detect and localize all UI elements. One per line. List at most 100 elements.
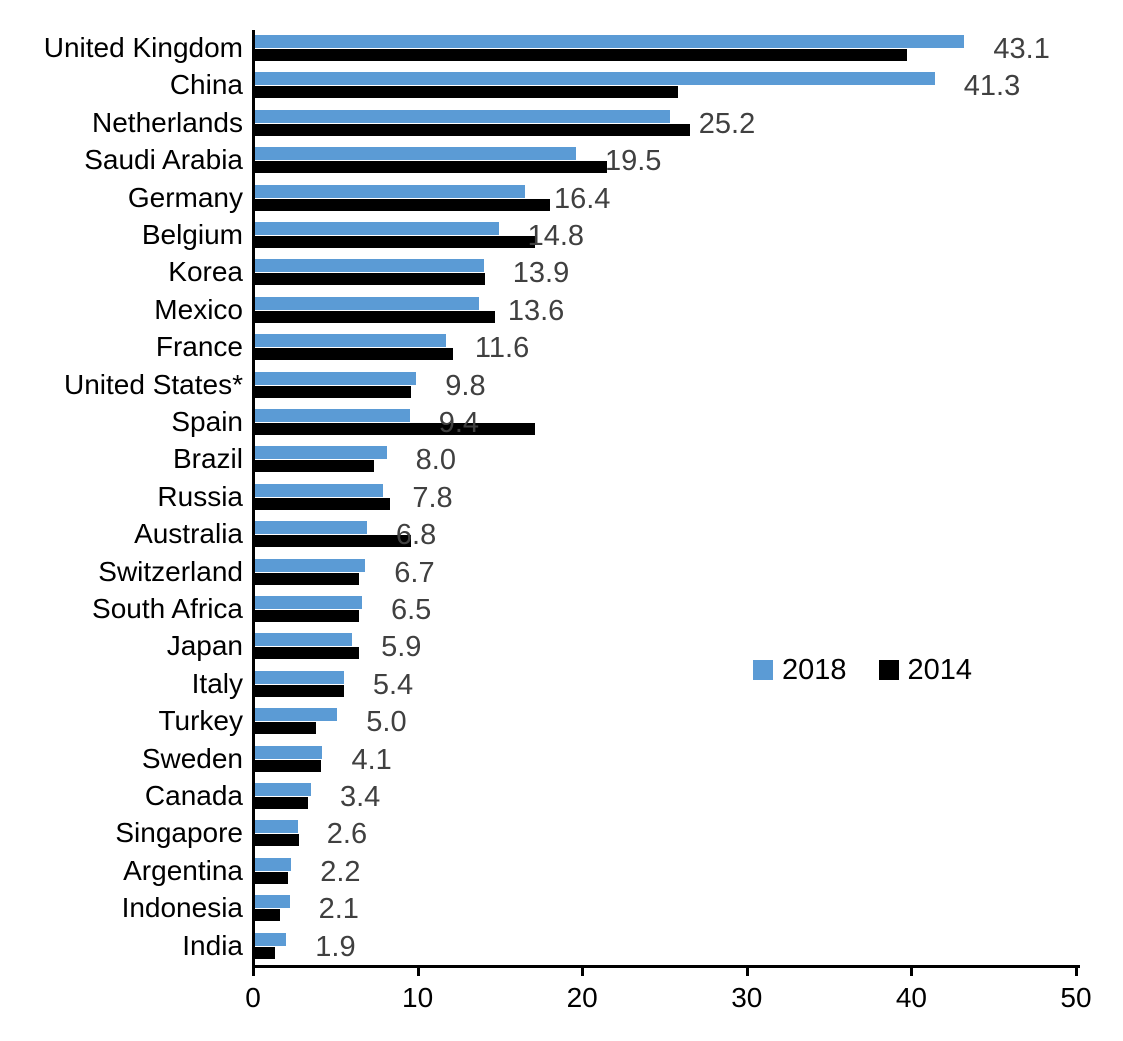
bar-2014 [255, 684, 344, 697]
data-label: 8.0 [415, 444, 456, 477]
data-label: 16.4 [553, 182, 611, 215]
bar-2014 [255, 535, 412, 548]
category-label: Germany [127, 181, 243, 213]
x-axis-tick-label: 10 [402, 982, 434, 1013]
category-label: Argentina [123, 854, 243, 886]
bar-2014 [255, 834, 300, 847]
legend-label-2014: 2014 [907, 654, 973, 686]
bar-2018 [255, 446, 387, 460]
x-axis-tick [252, 968, 255, 976]
category-label: Canada [144, 780, 243, 811]
bar-2018 [255, 783, 311, 796]
data-label: 25.2 [698, 107, 756, 140]
bar-2014 [255, 909, 280, 922]
category-label: Japan [166, 630, 243, 662]
bar-2014 [255, 86, 679, 99]
category-label: South Africa [92, 593, 243, 624]
legend: 2018 2014 [753, 653, 972, 687]
category-label: France [155, 331, 243, 363]
bar-2018 [255, 147, 576, 161]
x-axis-tick-label: 20 [566, 982, 598, 1013]
bar-2018 [255, 483, 384, 497]
data-label: 5.0 [366, 706, 407, 739]
bar-2014 [255, 572, 359, 585]
data-label: 2.2 [320, 855, 361, 888]
bar-2014 [255, 273, 486, 286]
data-label: 9.4 [438, 407, 480, 439]
data-label: 7.8 [412, 481, 453, 514]
bar-2018 [255, 222, 499, 235]
data-label: 2.1 [318, 893, 359, 926]
category-label: Spain [171, 406, 243, 437]
legend-swatch-2014 [878, 660, 899, 680]
x-axis-tick [581, 968, 585, 976]
data-label: 43.1 [993, 33, 1050, 65]
x-axis-tick [745, 968, 749, 976]
data-label: 6.5 [390, 594, 432, 626]
data-label: 4.1 [351, 743, 392, 776]
data-label: 5.4 [372, 668, 414, 701]
x-axis-line [252, 965, 1080, 968]
category-label: Australia [134, 518, 243, 550]
bar-2014 [255, 348, 453, 361]
bar-2018 [255, 670, 344, 684]
category-label: Russia [157, 480, 243, 512]
x-axis-tick-label: 40 [895, 982, 927, 1013]
category-label: Belgium [141, 219, 243, 250]
bar-2014 [255, 236, 535, 248]
bar-2018 [255, 296, 479, 310]
bar-2014 [255, 610, 359, 622]
bar-2018 [255, 184, 525, 198]
category-label: Netherlands [92, 106, 243, 138]
data-label: 13.6 [507, 294, 565, 327]
category-label: Saudi Arabia [84, 144, 243, 176]
bar-2014 [255, 310, 496, 323]
bar-2018 [255, 708, 338, 722]
legend-swatch-2018 [753, 660, 773, 680]
data-label: 41.3 [963, 70, 1021, 103]
data-label: 2.6 [326, 818, 368, 851]
x-axis-tick [416, 968, 420, 976]
bar-2018 [255, 109, 670, 123]
bar-2018 [255, 745, 323, 759]
bar-2014 [255, 49, 907, 61]
category-label: United Kingdom [43, 32, 243, 63]
x-axis-tick-label: 50 [1060, 982, 1092, 1013]
bar-2018 [255, 820, 298, 834]
bar-2018 [255, 521, 367, 535]
bar-2014 [255, 946, 275, 959]
bar-2018 [255, 371, 417, 385]
bar-2014 [255, 385, 412, 398]
bar-2018 [255, 596, 362, 609]
bar-2014 [255, 460, 374, 473]
category-label: Turkey [158, 705, 243, 737]
data-label: 11.6 [474, 332, 530, 365]
category-label: Switzerland [98, 555, 243, 587]
bar-2018 [255, 633, 353, 647]
data-label: 13.9 [512, 257, 570, 290]
bar-2014 [255, 797, 308, 809]
legend-label-2018: 2018 [782, 654, 847, 686]
bar-2014 [255, 647, 359, 660]
bar-2014 [255, 871, 288, 884]
y-axis-line [252, 30, 255, 966]
data-label: 3.4 [339, 781, 381, 813]
x-axis-tick [910, 968, 914, 976]
bar-2014 [255, 722, 316, 735]
x-axis-tick-label: 0 [245, 982, 261, 1013]
data-label: 1.9 [315, 930, 356, 963]
category-label: Brazil [172, 443, 243, 475]
bar-2018 [255, 35, 965, 48]
data-label: 6.8 [395, 519, 437, 552]
bar-2014 [255, 759, 321, 772]
data-label: 9.8 [445, 369, 486, 402]
bar-2018 [255, 895, 290, 909]
bar-2014 [255, 497, 390, 510]
bar-2018 [255, 259, 484, 273]
category-label: Korea [168, 256, 243, 288]
data-label: 19.5 [604, 145, 662, 178]
category-label: Italy [191, 667, 243, 699]
bar-2018 [255, 72, 935, 86]
data-label: 14.8 [527, 220, 585, 252]
